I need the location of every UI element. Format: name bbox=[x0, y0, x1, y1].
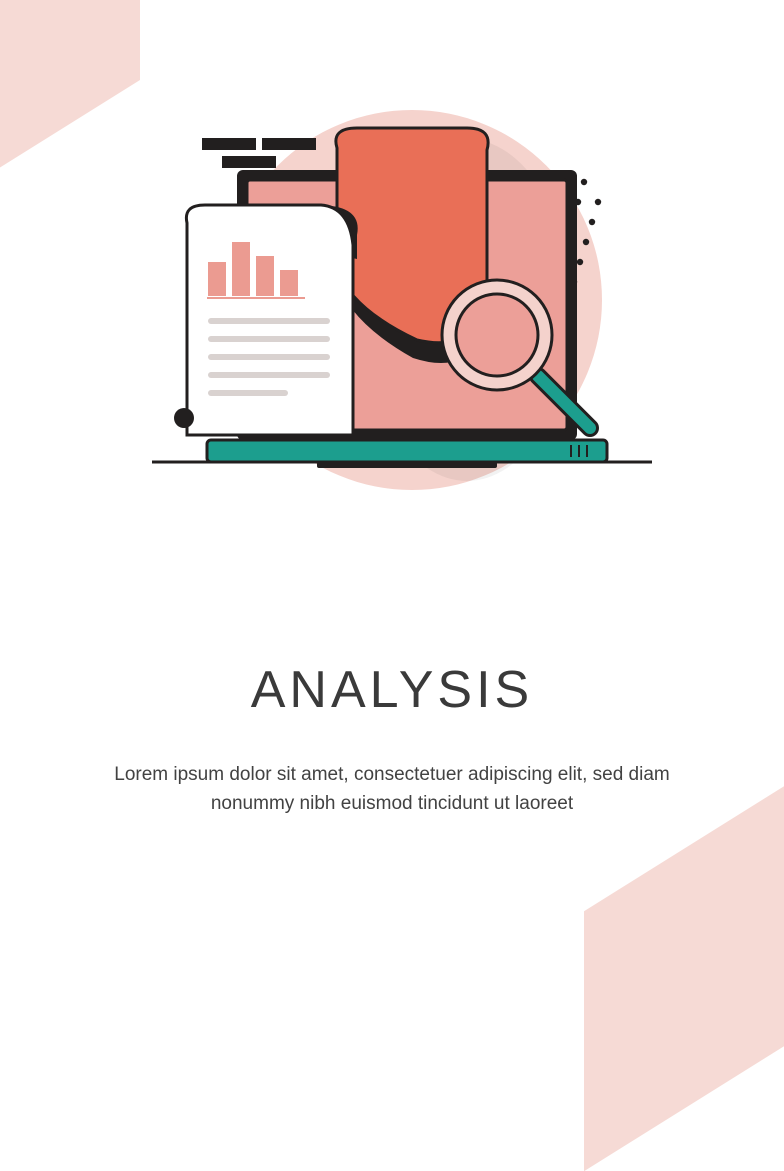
laptop-base bbox=[207, 440, 607, 462]
dot-decor bbox=[174, 408, 194, 428]
report-text-line bbox=[208, 372, 330, 378]
report-chart-bar bbox=[208, 262, 226, 296]
report-text-line bbox=[208, 318, 330, 324]
report-text-line bbox=[208, 336, 330, 342]
body-copy: Lorem ipsum dolor sit amet, consectetuer… bbox=[0, 760, 784, 819]
report-chart-bar bbox=[280, 270, 298, 296]
dash-decor bbox=[202, 138, 256, 150]
dash-decor bbox=[262, 138, 316, 150]
page-title: ANALYSIS bbox=[0, 660, 784, 720]
analysis-illustration bbox=[112, 90, 672, 540]
corner-accent-bottom-right bbox=[584, 649, 784, 1171]
report-text-line bbox=[208, 390, 288, 396]
report-text-line bbox=[208, 354, 330, 360]
report-chart-bar bbox=[256, 256, 274, 296]
report-chart-bar bbox=[232, 242, 250, 296]
dash-decor bbox=[222, 156, 276, 168]
